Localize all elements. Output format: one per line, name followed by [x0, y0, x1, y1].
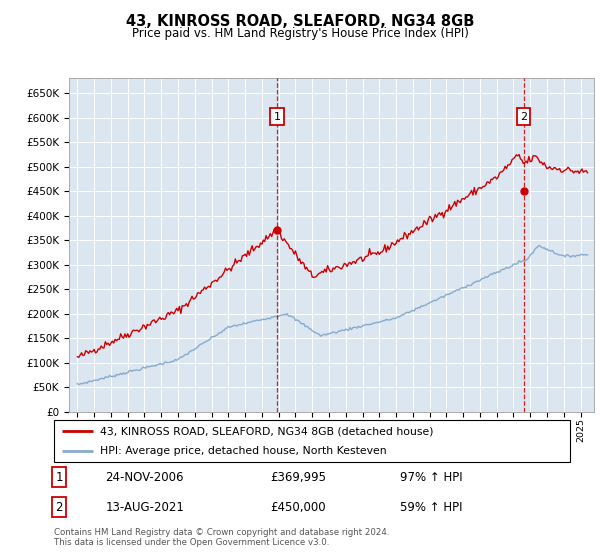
- Text: HPI: Average price, detached house, North Kesteven: HPI: Average price, detached house, Nort…: [100, 446, 387, 456]
- Text: 43, KINROSS ROAD, SLEAFORD, NG34 8GB (detached house): 43, KINROSS ROAD, SLEAFORD, NG34 8GB (de…: [100, 426, 434, 436]
- Text: Price paid vs. HM Land Registry's House Price Index (HPI): Price paid vs. HM Land Registry's House …: [131, 27, 469, 40]
- FancyBboxPatch shape: [54, 420, 570, 462]
- Text: 97% ↑ HPI: 97% ↑ HPI: [400, 470, 463, 483]
- Text: 1: 1: [274, 111, 280, 122]
- Text: 24-NOV-2006: 24-NOV-2006: [106, 470, 184, 483]
- Text: 59% ↑ HPI: 59% ↑ HPI: [400, 501, 462, 514]
- Text: 1: 1: [55, 470, 63, 483]
- Text: Contains HM Land Registry data © Crown copyright and database right 2024.
This d: Contains HM Land Registry data © Crown c…: [54, 528, 389, 547]
- Text: £450,000: £450,000: [271, 501, 326, 514]
- Text: 13-AUG-2021: 13-AUG-2021: [106, 501, 184, 514]
- Text: £369,995: £369,995: [271, 470, 327, 483]
- Text: 2: 2: [55, 501, 63, 514]
- Text: 2: 2: [520, 111, 527, 122]
- Text: 43, KINROSS ROAD, SLEAFORD, NG34 8GB: 43, KINROSS ROAD, SLEAFORD, NG34 8GB: [126, 14, 474, 29]
